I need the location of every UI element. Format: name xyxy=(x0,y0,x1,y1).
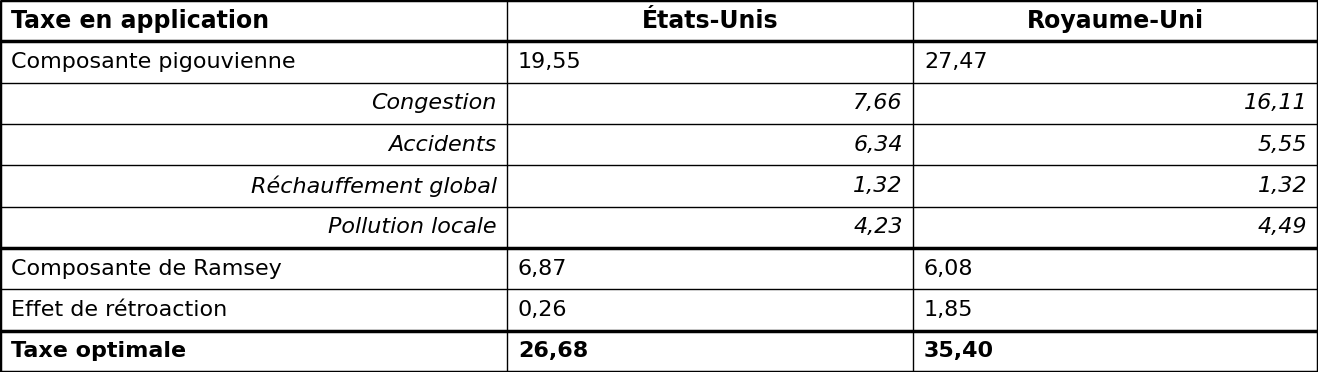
Text: 19,55: 19,55 xyxy=(518,52,581,72)
Text: 6,34: 6,34 xyxy=(853,135,903,155)
Text: 1,85: 1,85 xyxy=(924,300,974,320)
Text: Pollution locale: Pollution locale xyxy=(328,217,497,237)
Text: 6,08: 6,08 xyxy=(924,259,974,279)
Text: 4,49: 4,49 xyxy=(1257,217,1307,237)
Text: 7,66: 7,66 xyxy=(853,93,903,113)
Text: 1,32: 1,32 xyxy=(1257,176,1307,196)
Text: Réchauffement global: Réchauffement global xyxy=(250,175,497,197)
Text: Taxe en application: Taxe en application xyxy=(11,9,269,33)
Text: 6,87: 6,87 xyxy=(518,259,567,279)
Text: 0,26: 0,26 xyxy=(518,300,568,320)
Text: Taxe optimale: Taxe optimale xyxy=(11,341,186,361)
Text: Accidents: Accidents xyxy=(389,135,497,155)
Text: Composante pigouvienne: Composante pigouvienne xyxy=(11,52,295,72)
Text: 16,11: 16,11 xyxy=(1244,93,1307,113)
Text: États-Unis: États-Unis xyxy=(642,9,779,33)
Text: 5,55: 5,55 xyxy=(1257,135,1307,155)
Text: 27,47: 27,47 xyxy=(924,52,987,72)
Text: Composante de Ramsey: Composante de Ramsey xyxy=(11,259,281,279)
Text: 26,68: 26,68 xyxy=(518,341,588,361)
Text: 35,40: 35,40 xyxy=(924,341,994,361)
Text: 4,23: 4,23 xyxy=(853,217,903,237)
Text: Congestion: Congestion xyxy=(372,93,497,113)
Text: Royaume-Uni: Royaume-Uni xyxy=(1027,9,1205,33)
Text: 1,32: 1,32 xyxy=(853,176,903,196)
Text: Effet de rétroaction: Effet de rétroaction xyxy=(11,300,227,320)
